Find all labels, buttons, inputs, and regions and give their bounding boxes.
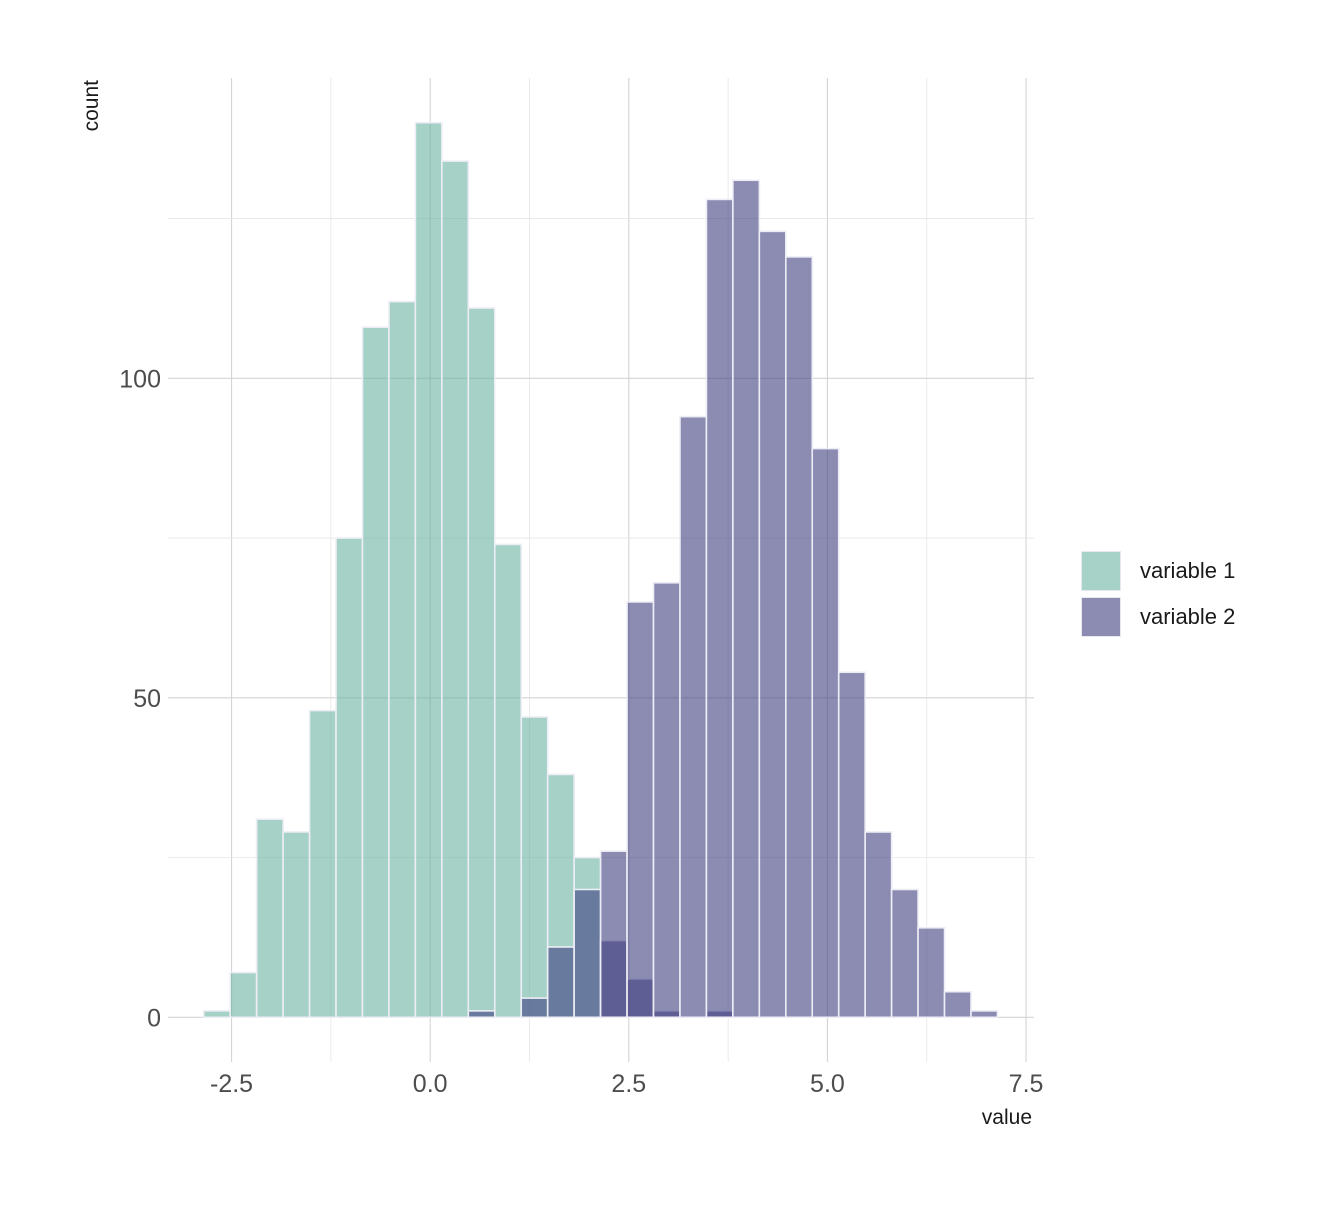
bar-series-2-bin-18 [679, 415, 708, 1019]
bar-series-2-bin-29 [970, 1010, 999, 1019]
bar-series-2-bin-23 [811, 447, 840, 1019]
bar-series-0-bin-5 [335, 537, 364, 1019]
legend-item-variable-2: variable 2 [1081, 594, 1235, 640]
legend-swatch-variable-2 [1081, 597, 1121, 637]
y-axis-ticks: 0 50 100 [119, 365, 161, 1032]
bar-series-1-bin-10 [467, 1010, 496, 1019]
legend-swatch-variable-1 [1081, 551, 1121, 591]
x-tick-label-1: 0.0 [413, 1070, 448, 1098]
bar-series-2-bin-17 [652, 581, 681, 1019]
bar-series-0-bin-1 [229, 971, 258, 1019]
bar-series-0-bin-4 [308, 709, 337, 1019]
x-axis-label: value [982, 1106, 1032, 1129]
bar-series-2-bin-16 [626, 601, 655, 1019]
bar-series-0-bin-12 [520, 716, 549, 1019]
x-tick-label-4: 7.5 [1009, 1070, 1044, 1098]
bar-series-2-bin-28 [943, 990, 972, 1019]
legend-label-variable-2: variable 2 [1140, 604, 1236, 629]
chart-legend: variable 1 variable 2 [1081, 548, 1235, 640]
bar-series-0-bin-11 [493, 543, 523, 1019]
bar-series-2-bin-21 [758, 230, 787, 1019]
bar-series-2-bin-15 [599, 850, 628, 1019]
legend-item-variable-1: variable 1 [1081, 548, 1235, 594]
x-tick-label-3: 5.0 [810, 1070, 845, 1098]
bar-series-0-bin-2 [255, 818, 284, 1019]
bar-series-2-bin-26 [890, 888, 919, 1019]
bar-series-2-bin-24 [837, 671, 866, 1019]
y-axis-label: count [80, 80, 103, 132]
bar-series-0-bin-0 [202, 1010, 232, 1019]
bar-series-2-bin-20 [732, 179, 761, 1019]
bar-series-0-bin-8 [414, 121, 443, 1019]
x-tick-label-0: -2.5 [210, 1070, 253, 1098]
bar-series-0-bin-9 [441, 160, 470, 1019]
bar-series-2-bin-22 [784, 256, 814, 1019]
bar-series-0-bin-3 [282, 831, 311, 1019]
bar-series-1-bin-13 [546, 946, 575, 1019]
y-tick-label-0: 0 [147, 1004, 161, 1032]
histogram-bars [202, 121, 999, 1019]
bar-series-0-bin-7 [388, 300, 417, 1019]
y-tick-label-1: 50 [133, 685, 161, 713]
bar-series-2-bin-25 [864, 831, 893, 1019]
y-tick-label-2: 100 [119, 365, 161, 393]
bar-series-1-bin-12 [520, 997, 549, 1019]
x-tick-label-2: 2.5 [611, 1070, 646, 1098]
bar-series-2-bin-27 [917, 927, 946, 1019]
bar-series-1-bin-14 [573, 888, 602, 1019]
bar-series-0-bin-6 [361, 326, 390, 1019]
x-axis-ticks: -2.5 0.0 2.5 5.0 7.5 [210, 1070, 1043, 1098]
bar-series-0-bin-10 [467, 307, 496, 1019]
legend-label-variable-1: variable 1 [1140, 558, 1236, 583]
bar-series-2-bin-19 [705, 198, 734, 1019]
